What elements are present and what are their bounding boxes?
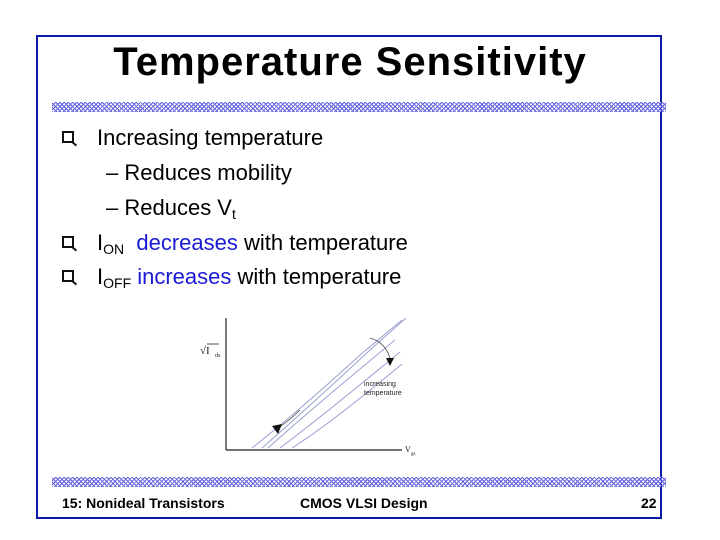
footer-center: CMOS VLSI Design bbox=[300, 495, 428, 511]
curve-2 bbox=[251, 319, 403, 449]
bullet-text: with temperature bbox=[231, 264, 402, 289]
bullet-prefix: I bbox=[97, 264, 104, 289]
x-axis-label: V bbox=[405, 445, 411, 454]
curve-1 bbox=[261, 317, 407, 449]
bullet-text: with temperature bbox=[237, 230, 408, 255]
curve-4 bbox=[279, 351, 401, 449]
x-axis-subscript: gs bbox=[411, 452, 416, 457]
bullet-subscript: OFF bbox=[103, 275, 132, 291]
bullet-highlight: decreases bbox=[136, 230, 238, 255]
sub-bullet-item: – Reduces mobility bbox=[106, 160, 292, 186]
bullet-text: Reduces V bbox=[124, 195, 232, 220]
bullet-text: Reduces mobility bbox=[124, 160, 292, 185]
top-divider bbox=[52, 102, 666, 112]
bullet-item: ION decreases with temperature bbox=[97, 230, 408, 262]
curve-5 bbox=[291, 363, 403, 449]
dash-bullet-icon: – bbox=[106, 195, 125, 220]
y-axis-subscript: ds bbox=[215, 353, 221, 359]
upper-arrowhead-icon bbox=[386, 358, 394, 366]
checkbox-bullet-icon bbox=[62, 131, 74, 143]
bullet-item: Increasing temperature bbox=[97, 125, 323, 151]
bullet-item: IOFF increases with temperature bbox=[97, 264, 401, 296]
curve-3 bbox=[267, 339, 396, 449]
bullet-text: Increasing temperature bbox=[97, 125, 324, 150]
checkbox-bullet-icon bbox=[62, 270, 74, 282]
bullet-highlight: increases bbox=[131, 264, 232, 289]
bullet-prefix: I bbox=[97, 230, 104, 255]
bullet-subscript: t bbox=[231, 206, 236, 222]
footer-left: 15: Nonideal Transistors bbox=[62, 495, 225, 511]
bullet-subscript: ON bbox=[103, 241, 125, 257]
lower-arrowhead-icon bbox=[272, 424, 282, 434]
annotation-line-1: increasing bbox=[364, 381, 396, 388]
slide-frame bbox=[36, 35, 662, 519]
upper-arc bbox=[369, 337, 391, 359]
slide-title: Temperature Sensitivity bbox=[113, 40, 587, 84]
sub-bullet-item: – Reduces Vt bbox=[106, 195, 236, 227]
dash-bullet-icon: – bbox=[106, 160, 125, 185]
y-axis-label: √I bbox=[200, 345, 210, 357]
annotation-line-2: temperature bbox=[364, 390, 402, 397]
page-number: 22 bbox=[641, 495, 657, 511]
checkbox-bullet-icon bbox=[62, 236, 74, 248]
bottom-divider bbox=[52, 477, 666, 487]
